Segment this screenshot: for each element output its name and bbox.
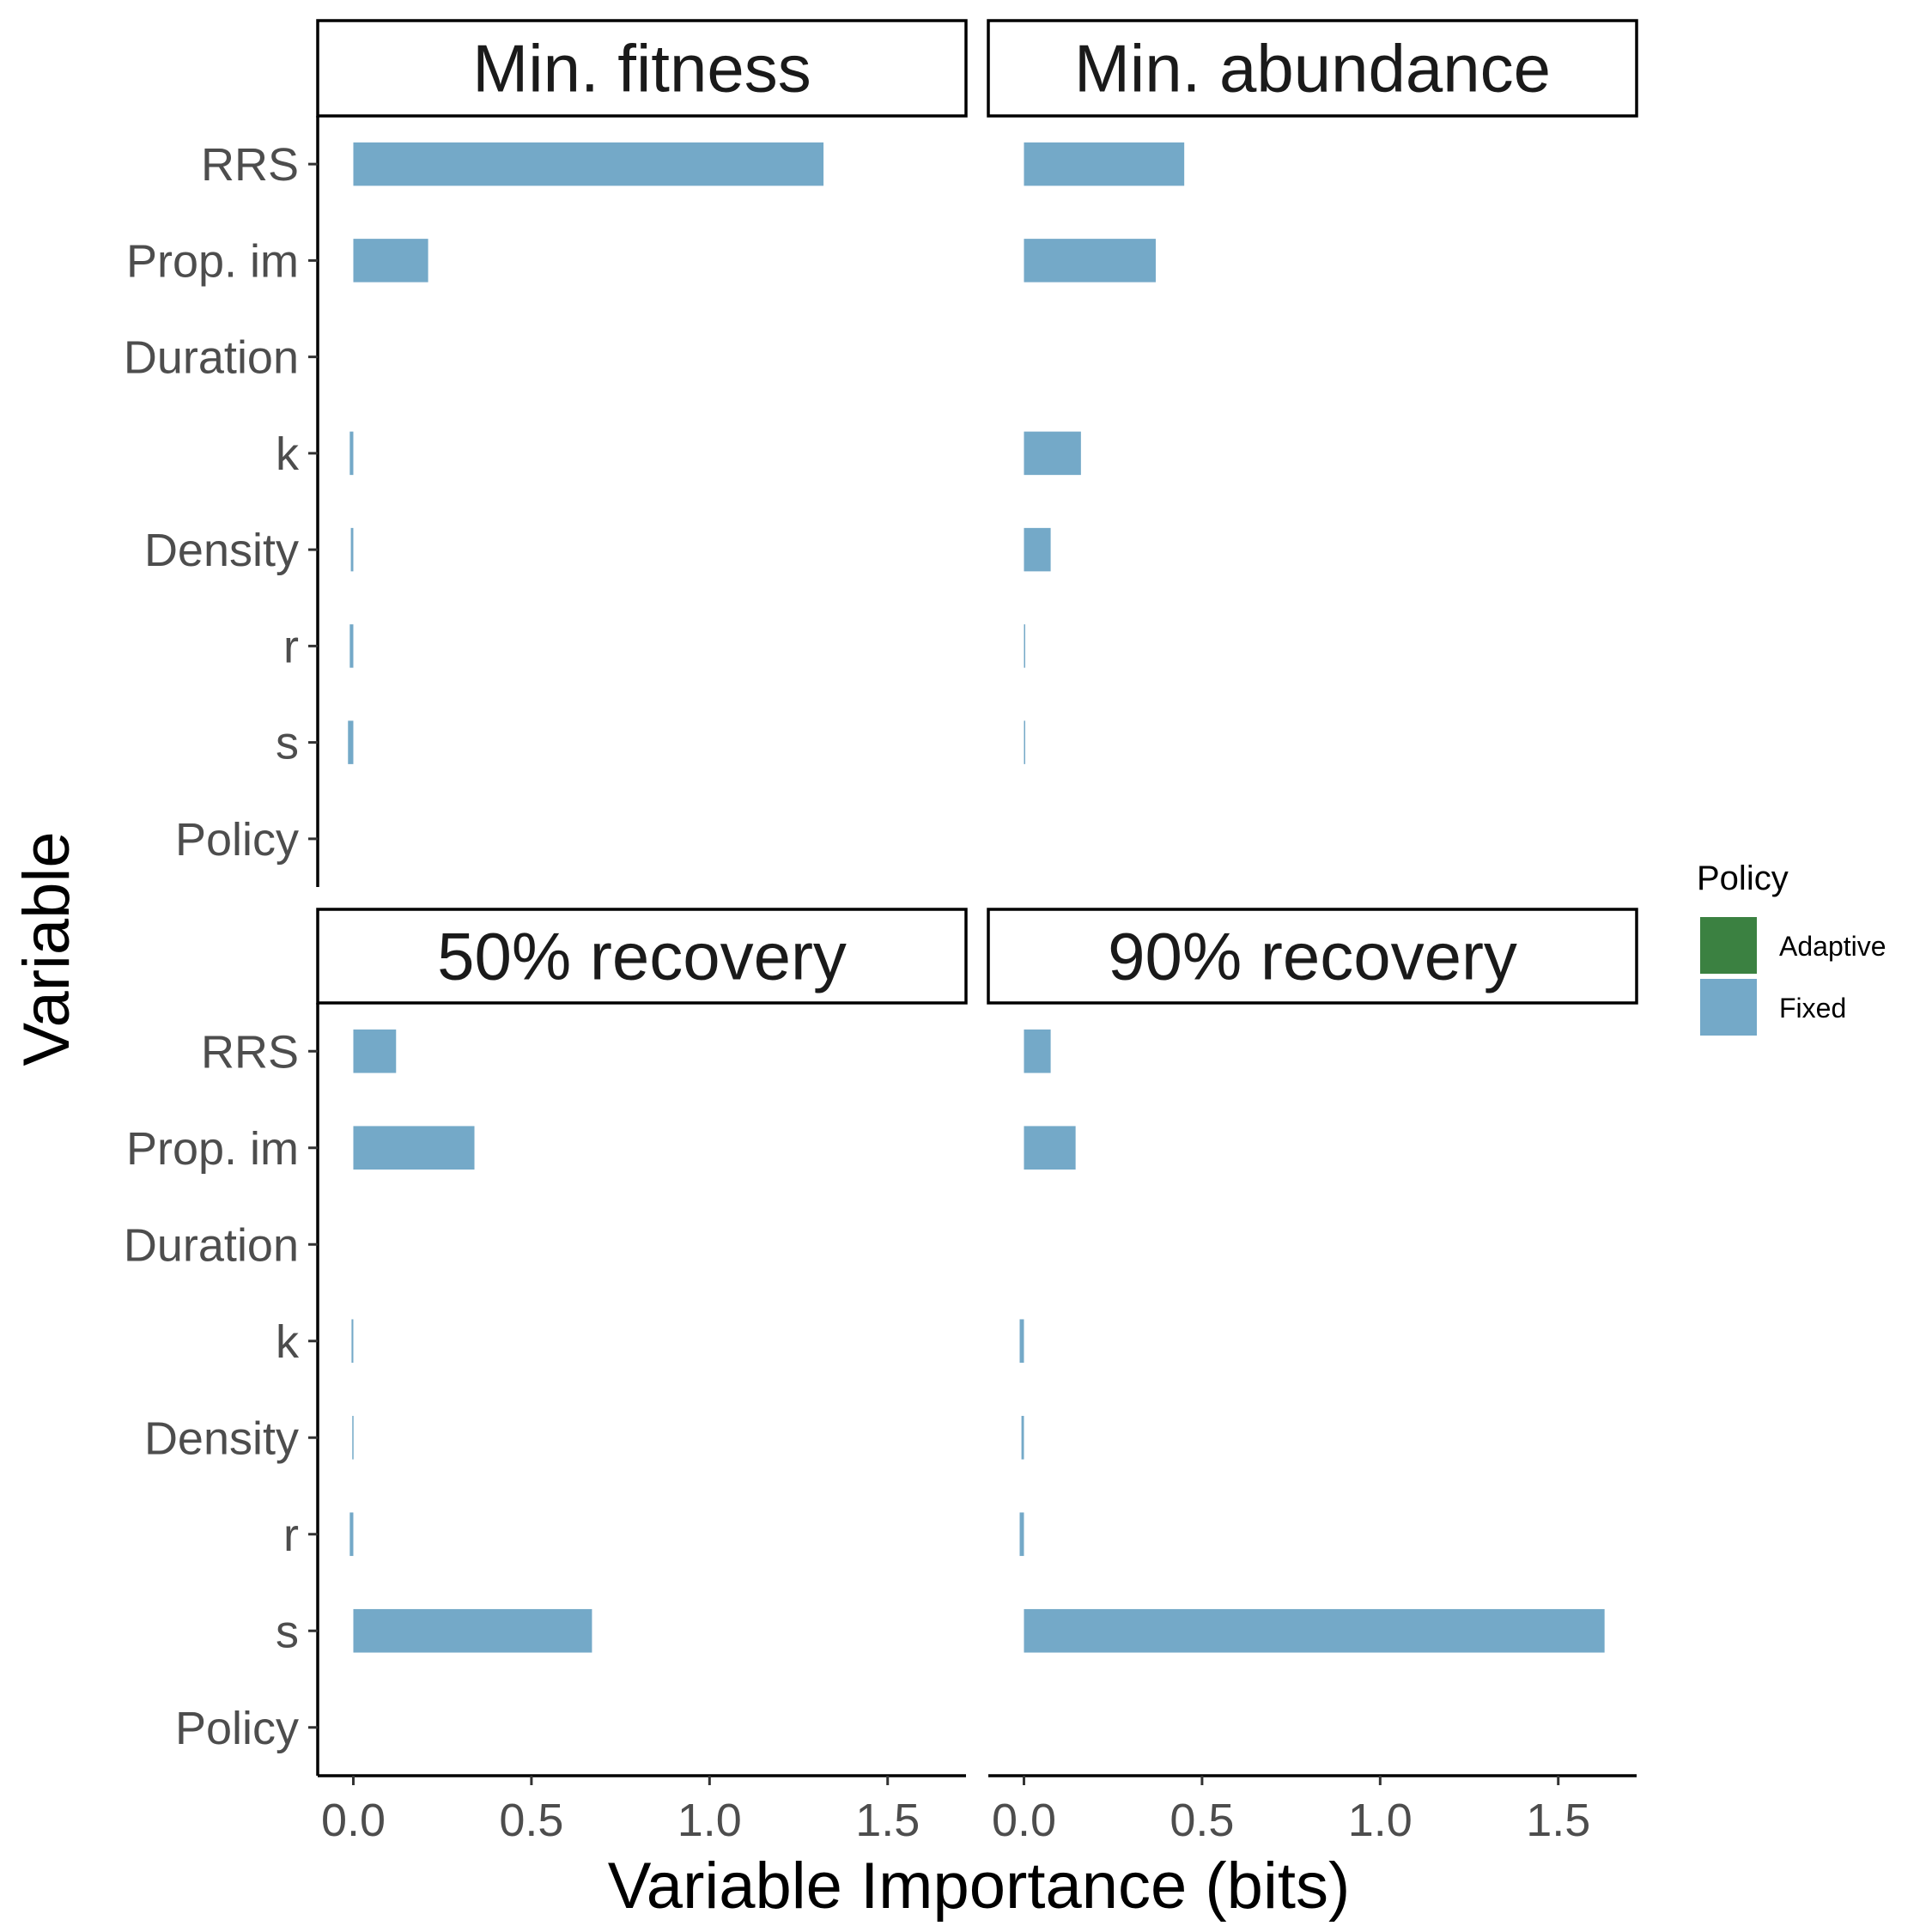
- bar-prop-im: [1024, 239, 1156, 283]
- chart-panels: Min. fitness RRS Prop. im Duration k Density r…: [124, 19, 1638, 1846]
- bar-density: [352, 1415, 354, 1460]
- x-tick-label: 0.5: [499, 1795, 563, 1846]
- y-axis-title: Variable: [10, 831, 83, 1066]
- panel-90-recovery: 90% recovery 0.0 0.5 1.0 1.5: [987, 908, 1638, 1846]
- strip-box: [316, 19, 968, 118]
- y-tick-label-r: r: [283, 1510, 299, 1561]
- x-tick-label: 0.0: [992, 1795, 1056, 1846]
- legend-label-fixed: Fixed: [1779, 993, 1846, 1024]
- strip-box: [987, 908, 1638, 1005]
- legend-swatch-adaptive: [1700, 917, 1757, 974]
- x-axis-title: Variable Importance (bits): [608, 1850, 1351, 1923]
- panel-min-fitness: Min. fitness RRS Prop. im Duration k Density r…: [124, 19, 968, 887]
- bar-density: [1021, 1415, 1024, 1460]
- y-tick-label-prop-im: Prop. im: [126, 1123, 299, 1175]
- bar-rrs: [353, 1029, 397, 1073]
- panel-title: Min. abundance: [1074, 31, 1551, 106]
- bar-prop-im: [1024, 1126, 1076, 1170]
- y-tick-label-s: s: [276, 1606, 299, 1657]
- y-tick-label-policy: Policy: [175, 814, 299, 866]
- legend: Policy Adaptive Fixed: [1697, 860, 1886, 1036]
- bar-prop-im: [353, 1126, 475, 1170]
- panel-min-abundance: Min. abundance: [987, 19, 1638, 764]
- bar-r: [349, 624, 354, 668]
- bar-k: [349, 431, 354, 476]
- bar-rrs: [1024, 142, 1185, 186]
- bar-k: [1024, 431, 1081, 476]
- x-tick-label: 1.5: [855, 1795, 920, 1846]
- x-tick-label: 0.5: [1170, 1795, 1234, 1846]
- y-tick-label-s: s: [276, 718, 299, 769]
- bar-density: [1024, 527, 1051, 572]
- panel-title: 50% recovery: [437, 919, 847, 994]
- x-tick-label: 1.0: [677, 1795, 742, 1846]
- strip-box: [987, 19, 1638, 118]
- legend-swatch-fixed: [1700, 979, 1757, 1036]
- y-tick-label-duration: Duration: [124, 1219, 299, 1271]
- y-tick-label-policy: Policy: [175, 1703, 299, 1754]
- x-tick-label: 0.0: [321, 1795, 386, 1846]
- y-tick-label-rrs: RRS: [201, 1026, 299, 1078]
- panel-50-recovery: 50% recovery RRS Prop. im Duration k Density r…: [124, 908, 968, 1846]
- strip-box: [316, 908, 968, 1005]
- bar-s: [348, 720, 354, 764]
- bar-s: [1024, 1608, 1605, 1653]
- y-tick-label-r: r: [283, 621, 299, 672]
- bar-density: [350, 527, 354, 572]
- panel-title: 90% recovery: [1108, 919, 1517, 994]
- y-tick-label-density: Density: [144, 1413, 299, 1464]
- bar-k: [1019, 1319, 1024, 1364]
- bar-r: [1019, 1512, 1024, 1557]
- y-tick-label-rrs: RRS: [201, 139, 299, 191]
- bar-s: [1024, 720, 1025, 764]
- bar-s: [353, 1608, 592, 1653]
- panel-title: Min. fitness: [472, 31, 811, 106]
- y-tick-label-k: k: [276, 428, 300, 480]
- bar-k: [351, 1319, 354, 1364]
- y-tick-label-density: Density: [144, 525, 299, 576]
- legend-label-adaptive: Adaptive: [1779, 931, 1886, 962]
- bar-prop-im: [353, 239, 428, 283]
- legend-items: Adaptive Fixed: [1700, 917, 1886, 1036]
- bar-rrs: [1024, 1029, 1051, 1073]
- y-tick-label-k: k: [276, 1316, 300, 1368]
- x-tick-label: 1.0: [1348, 1795, 1413, 1846]
- y-tick-label-prop-im: Prop. im: [126, 235, 299, 287]
- x-tick-label: 1.5: [1526, 1795, 1590, 1846]
- bar-r: [349, 1512, 354, 1557]
- bar-rrs: [353, 142, 824, 186]
- y-tick-label-duration: Duration: [124, 332, 299, 384]
- bar-r: [1024, 624, 1025, 668]
- legend-title: Policy: [1697, 860, 1789, 897]
